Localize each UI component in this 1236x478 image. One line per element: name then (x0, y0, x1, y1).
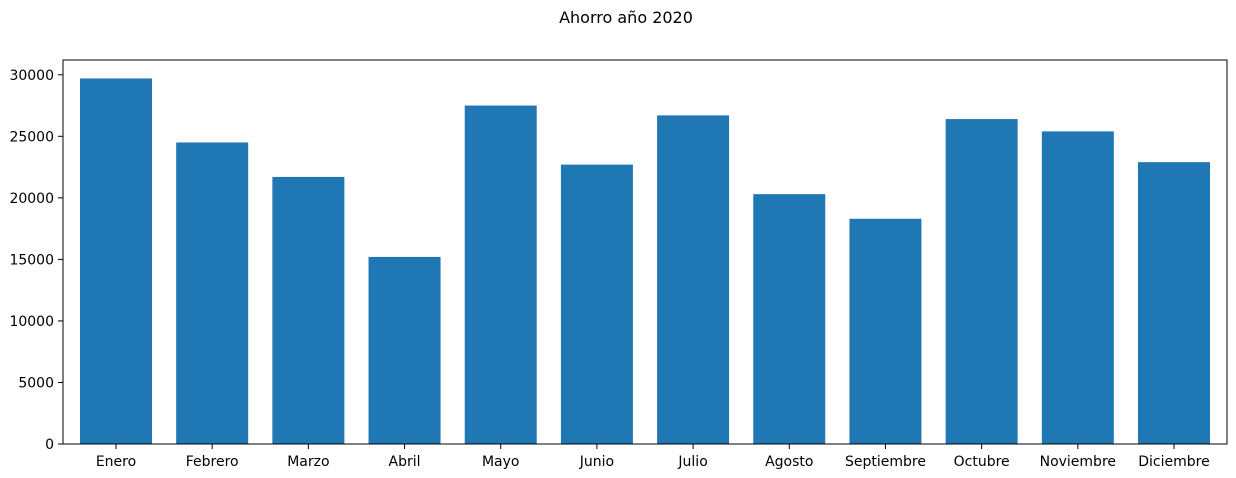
bar-julio (657, 115, 730, 444)
bar-diciembre (1138, 162, 1210, 444)
y-tick-label: 15000 (9, 252, 54, 268)
x-tick-label: Marzo (287, 454, 329, 470)
y-tick-label: 5000 (18, 375, 54, 391)
x-tick-label: Febrero (186, 454, 239, 470)
bar-mayo (464, 105, 537, 445)
y-tick-label: 30000 (9, 68, 54, 84)
bar-enero (80, 78, 152, 444)
x-tick-label: Mayo (482, 454, 520, 470)
x-tick-label: Agosto (765, 454, 813, 470)
x-tick-label: Octubre (954, 454, 1010, 470)
y-tick-label: 0 (45, 437, 54, 453)
y-tick-label: 20000 (9, 191, 54, 207)
bar-noviembre (1041, 131, 1114, 444)
bar-abril (368, 256, 441, 444)
bar-septiembre (849, 218, 922, 444)
x-tick-label: Julio (677, 454, 707, 470)
plot-area-frame (62, 59, 1228, 445)
x-tick-label: Enero (96, 454, 136, 470)
bar-octubre (945, 119, 1018, 445)
bar-febrero (176, 142, 249, 444)
y-tick-label: 10000 (9, 314, 54, 330)
x-tick-label: Junio (579, 454, 614, 470)
chart-title: Ahorro año 2020 (559, 8, 693, 27)
bar-agosto (753, 194, 826, 444)
y-axis: 0 5000 10000 15000 20000 25000 30000 (9, 68, 63, 453)
y-tick-label: 25000 (9, 129, 54, 145)
bar-marzo (272, 176, 345, 444)
x-axis: Enero Febrero Marzo Abril Mayo Junio Julio Agos… (96, 444, 1210, 470)
x-tick-label: Septiembre (845, 454, 926, 470)
bar-junio (560, 164, 633, 444)
x-tick-label: Abril (389, 454, 421, 470)
x-tick-label: Diciembre (1138, 454, 1209, 470)
bars-layer (80, 78, 1210, 445)
x-tick-label: Noviembre (1040, 454, 1116, 470)
